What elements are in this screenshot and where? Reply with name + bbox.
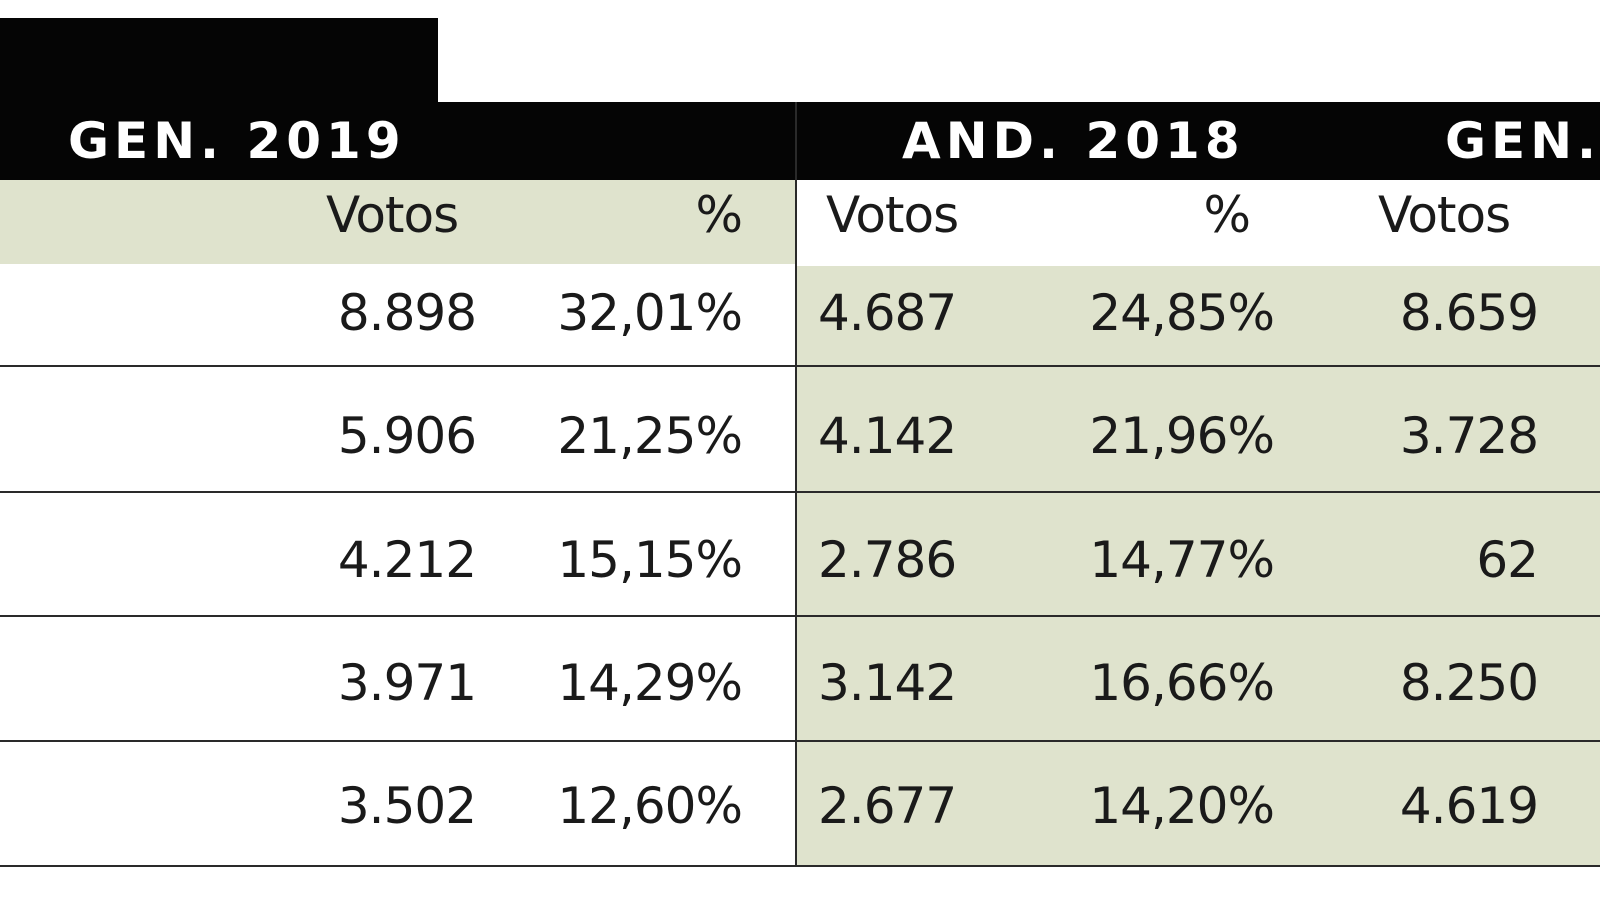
row-divider bbox=[0, 740, 1600, 742]
table-cell-gen2019-pct: 21,25% bbox=[557, 407, 743, 465]
table-cell-gen2019-pct: 32,01% bbox=[557, 284, 743, 342]
column-divider bbox=[795, 102, 797, 866]
table-cell-gen2019-votos: 4.212 bbox=[337, 531, 477, 589]
row-band bbox=[797, 617, 1600, 740]
table-cell-gen2019-pct: 14,29% bbox=[557, 654, 743, 712]
table-cell-gen-votos: 62 bbox=[1476, 531, 1539, 589]
table-cell-gen2019-votos: 8.898 bbox=[337, 284, 477, 342]
row-divider bbox=[0, 491, 1600, 493]
table-cell-and2018-votos: 2.677 bbox=[818, 777, 957, 835]
table-cell-gen2019-votos: 3.971 bbox=[337, 654, 477, 712]
table-cell-and2018-pct: 14,77% bbox=[1089, 531, 1275, 589]
header-gen-2019: GEN. 2019 bbox=[68, 112, 406, 170]
subheader-pct-gen2019: % bbox=[695, 186, 743, 244]
subheader-votos-gen2019: Votos bbox=[326, 186, 459, 244]
header-bar bbox=[0, 102, 1600, 180]
table-cell-and2018-votos: 4.687 bbox=[818, 284, 957, 342]
table-cell-gen2019-votos: 5.906 bbox=[337, 407, 477, 465]
table-cell-gen2019-votos: 3.502 bbox=[337, 777, 477, 835]
header-gen-cut: GEN. bbox=[1445, 112, 1600, 170]
table-cell-and2018-pct: 16,66% bbox=[1089, 654, 1275, 712]
table-cell-gen-votos: 4.619 bbox=[1399, 777, 1539, 835]
table-cell-gen2019-pct: 15,15% bbox=[557, 531, 743, 589]
row-divider bbox=[0, 615, 1600, 617]
table-cell-gen-votos: 8.659 bbox=[1399, 284, 1539, 342]
header-and-2018: AND. 2018 bbox=[902, 112, 1245, 170]
subheader-band-right bbox=[796, 180, 1600, 264]
row-band bbox=[797, 742, 1600, 865]
table-cell-and2018-pct: 24,85% bbox=[1089, 284, 1275, 342]
table-cell-and2018-pct: 14,20% bbox=[1089, 777, 1275, 835]
subheader-band-left bbox=[0, 180, 795, 264]
row-divider bbox=[0, 365, 1600, 367]
row-band bbox=[797, 266, 1600, 365]
table-cell-and2018-votos: 3.142 bbox=[818, 654, 957, 712]
header-tab bbox=[0, 18, 438, 102]
table-cell-gen2019-pct: 12,60% bbox=[557, 777, 743, 835]
row-divider bbox=[0, 865, 1600, 867]
subheader-votos-gen: Votos bbox=[1378, 186, 1511, 244]
table-cell-gen-votos: 3.728 bbox=[1399, 407, 1539, 465]
row-band bbox=[797, 367, 1600, 491]
table-cell-and2018-votos: 2.786 bbox=[818, 531, 957, 589]
table-cell-and2018-pct: 21,96% bbox=[1089, 407, 1275, 465]
table-cell-gen-votos: 8.250 bbox=[1399, 654, 1539, 712]
row-band bbox=[797, 493, 1600, 615]
table-cell-and2018-votos: 4.142 bbox=[818, 407, 957, 465]
subheader-votos-and2018: Votos bbox=[826, 186, 959, 244]
subheader-pct-and2018: % bbox=[1203, 186, 1251, 244]
